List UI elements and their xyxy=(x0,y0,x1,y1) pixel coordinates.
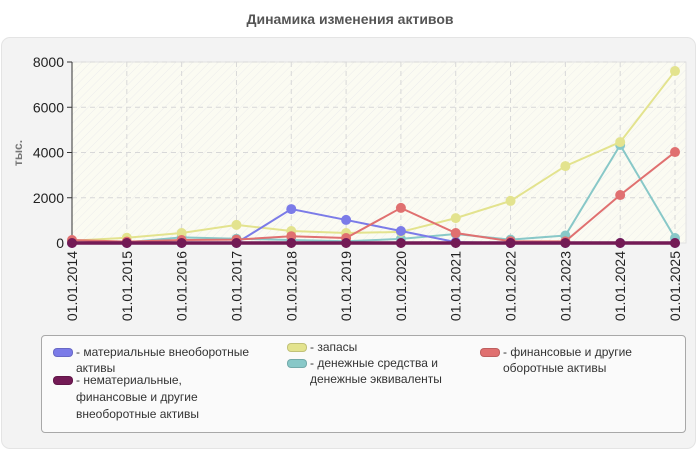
legend-swatch-icon xyxy=(287,343,307,352)
data-point[interactable] xyxy=(341,214,352,225)
data-point[interactable] xyxy=(670,66,680,77)
data-point[interactable] xyxy=(176,238,187,248)
legend-item-intangible-noncurrent[interactable]: - нематериальные, финансовые и другие вн… xyxy=(53,372,253,423)
x-tick-label: 01.01.2022 xyxy=(503,251,519,321)
legend: - материальные внеоборотные активы - нем… xyxy=(41,335,686,433)
series-line xyxy=(67,238,680,248)
legend-item-financial-current[interactable]: - финансовые и другие оборотные активы xyxy=(480,344,650,376)
data-point[interactable] xyxy=(560,238,571,248)
data-point[interactable] xyxy=(560,161,571,172)
y-axis-label: тыс. xyxy=(11,140,25,166)
data-point[interactable] xyxy=(505,195,516,206)
data-point[interactable] xyxy=(670,238,680,248)
data-point[interactable] xyxy=(395,238,406,248)
data-point[interactable] xyxy=(615,190,626,201)
data-point[interactable] xyxy=(670,147,680,158)
data-point[interactable] xyxy=(231,238,242,248)
data-point[interactable] xyxy=(231,219,242,230)
data-point[interactable] xyxy=(121,238,132,248)
y-axis-ticks: 0 2000 4000 6000 8000 xyxy=(33,54,72,251)
x-axis-ticks: 01.01.2014 01.01.2015 01.01.2016 01.01.2017… xyxy=(64,243,683,321)
x-tick-label: 01.01.2015 xyxy=(119,251,135,321)
x-tick-label: 01.01.2023 xyxy=(557,251,573,321)
x-tick-label: 01.01.2021 xyxy=(448,251,464,321)
legend-label: - денежные средства и денежные эквивален… xyxy=(310,356,442,386)
y-tick-label: 2000 xyxy=(33,190,64,206)
legend-label: - запасы xyxy=(310,340,358,354)
x-tick-label: 01.01.2024 xyxy=(612,251,628,321)
data-point[interactable] xyxy=(450,238,461,248)
legend-item-tangible-noncurrent[interactable]: - материальные внеоборотные активы xyxy=(53,344,253,376)
legend-label: - нематериальные, финансовые и другие вн… xyxy=(76,373,199,421)
data-point[interactable] xyxy=(176,228,187,239)
y-tick-label: 0 xyxy=(56,235,64,251)
legend-label: - материальные внеоборотные активы xyxy=(76,345,249,375)
chart-title: Динамика изменения активов xyxy=(246,11,454,27)
data-point[interactable] xyxy=(505,238,516,248)
data-point[interactable] xyxy=(286,204,297,215)
data-point[interactable] xyxy=(395,226,406,237)
data-point[interactable] xyxy=(341,238,352,248)
y-tick-label: 4000 xyxy=(33,145,64,161)
data-point[interactable] xyxy=(615,238,626,248)
legend-item-inventory[interactable]: - запасы xyxy=(287,339,477,355)
legend-label: - финансовые и другие оборотные активы xyxy=(503,345,632,375)
data-point[interactable] xyxy=(450,228,461,239)
legend-swatch-icon xyxy=(53,348,73,357)
legend-swatch-icon xyxy=(480,348,500,357)
x-tick-label: 01.01.2018 xyxy=(283,251,299,321)
grid-lines xyxy=(72,61,686,243)
x-tick-label: 01.01.2016 xyxy=(174,251,190,321)
legend-swatch-icon xyxy=(53,376,73,385)
y-tick-label: 6000 xyxy=(33,99,64,115)
data-point[interactable] xyxy=(615,137,626,148)
x-tick-label: 01.01.2014 xyxy=(64,251,80,321)
legend-item-cash[interactable]: - денежные средства и денежные эквивален… xyxy=(287,355,477,387)
data-series xyxy=(67,66,680,248)
x-tick-label: 01.01.2017 xyxy=(228,251,244,321)
data-point[interactable] xyxy=(67,238,77,248)
x-tick-label: 01.01.2025 xyxy=(667,251,683,321)
legend-swatch-icon xyxy=(287,359,307,368)
data-point[interactable] xyxy=(450,213,461,224)
x-tick-label: 01.01.2020 xyxy=(393,251,409,321)
data-point[interactable] xyxy=(395,202,406,213)
y-tick-label: 8000 xyxy=(33,54,64,70)
x-tick-label: 01.01.2019 xyxy=(338,251,354,321)
data-point[interactable] xyxy=(286,238,297,248)
